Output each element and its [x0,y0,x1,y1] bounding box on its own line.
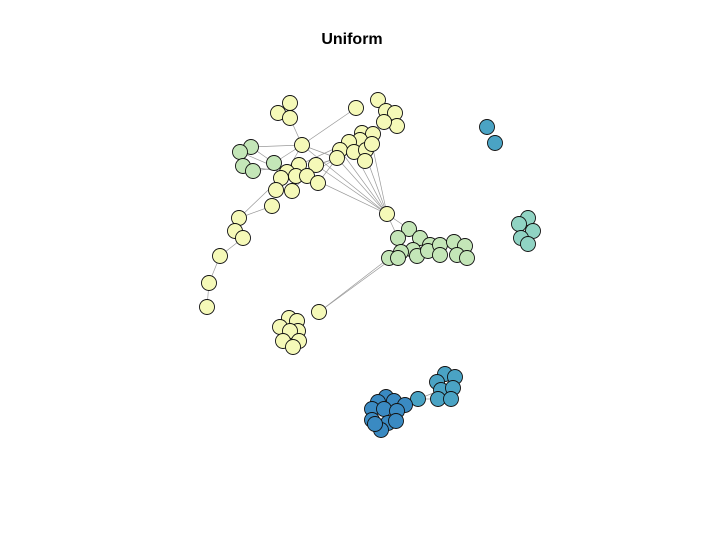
graph-node [357,153,373,169]
graph-node [410,391,426,407]
graph-node [348,100,364,116]
graph-edge [301,107,357,146]
graph-node [282,110,298,126]
graph-node [310,175,326,191]
graph-edge [318,257,390,313]
graph-node [379,206,395,222]
graph-node [232,144,248,160]
graph-edge [336,157,388,215]
graph-node [388,413,404,429]
graph-node [370,92,386,108]
node-layer [199,92,541,438]
plot-title: Uniform [321,31,383,48]
graph-node [285,339,301,355]
cluster-e [364,389,413,438]
graph-node [266,155,282,171]
graph-node [201,275,217,291]
graph-node [390,230,406,246]
graph-edge [250,144,303,148]
graph-node [443,391,459,407]
graph-node [199,299,215,315]
graph-node [364,136,380,152]
graph-node [212,248,228,264]
cluster-a2 [199,206,395,315]
cluster-c [511,210,541,252]
graph-node [282,95,298,111]
cluster-a3 [272,304,327,355]
cluster-a [264,92,405,214]
graph-edge [315,164,388,215]
graph-node [308,157,324,173]
graph-node [294,137,310,153]
graph-node [511,216,527,232]
cluster-b [232,139,282,179]
graph-edge [339,149,388,215]
graph-node [401,221,417,237]
graph-edge [371,143,388,215]
graph-node [245,163,261,179]
graph-node [390,250,406,266]
graph-node [311,304,327,320]
graph-node [329,150,345,166]
graph-edge [301,144,388,215]
graph-node [459,250,475,266]
graph-node [520,236,536,252]
graph-node [235,230,251,246]
graph-node [284,183,300,199]
cluster-d [410,119,503,407]
graph-node [432,247,448,263]
graph-node [376,401,392,417]
graph-node [479,119,495,135]
graph-node [264,198,280,214]
graph-node [367,416,383,432]
cluster-b2 [381,221,475,266]
graph-node [376,114,392,130]
graph-node [268,182,284,198]
graph-node [487,135,503,151]
